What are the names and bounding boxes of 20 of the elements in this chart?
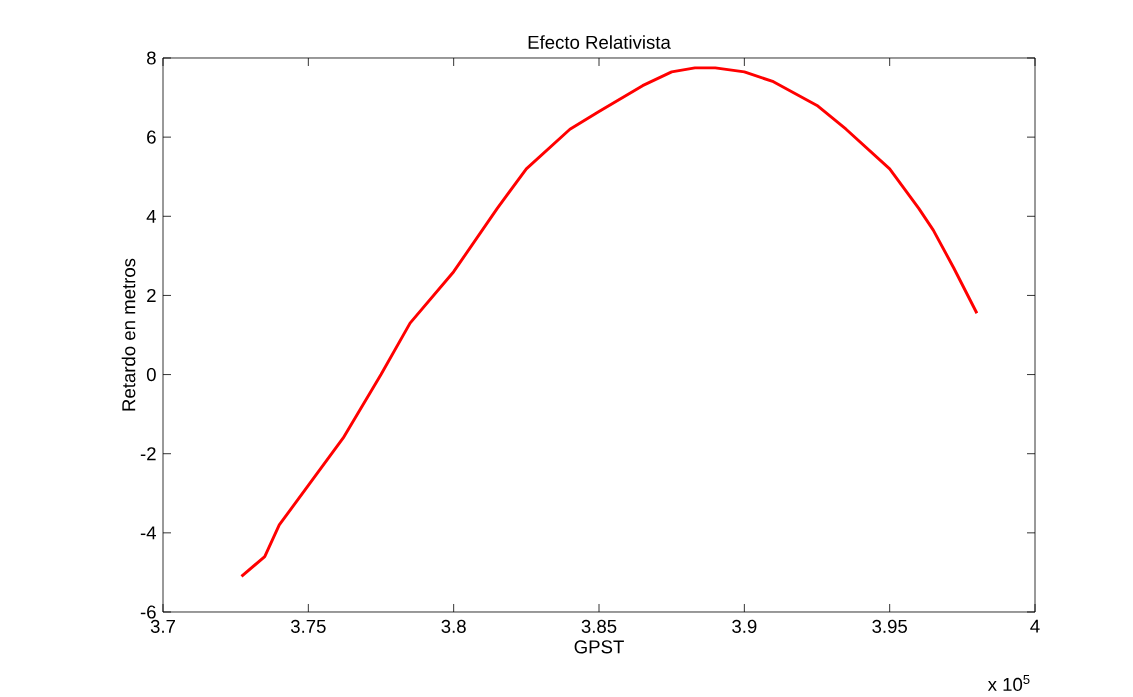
x-tick-label: 3.9 <box>732 619 757 633</box>
y-tick-label: -4 <box>140 526 156 540</box>
y-tick-label: 2 <box>147 288 156 302</box>
x-tick-label: 3.75 <box>290 619 326 633</box>
chart-title: Efecto Relativista <box>528 35 671 49</box>
x-tick-label: 4 <box>1030 619 1040 633</box>
x-axis-title: GPST <box>574 640 624 654</box>
y-tick-label: 0 <box>146 367 156 382</box>
x-tick-label: 3.95 <box>872 619 907 633</box>
x-tick-label: 3.7 <box>150 619 175 633</box>
y-axis-title: Retardo en metros <box>121 258 136 411</box>
x-tick-label: 3.85 <box>581 619 617 633</box>
y-tick-label: 4 <box>146 209 156 223</box>
y-tick-label: -2 <box>140 447 156 461</box>
y-tick-label: -6 <box>140 605 156 619</box>
text: x 10$^{5}$ <box>987 674 1030 692</box>
line-series <box>240 66 979 578</box>
x-tick-label: 3.8 <box>441 619 466 633</box>
y-tick-label: 8 <box>147 51 156 65</box>
y-tick-label: 6 <box>147 130 156 144</box>
